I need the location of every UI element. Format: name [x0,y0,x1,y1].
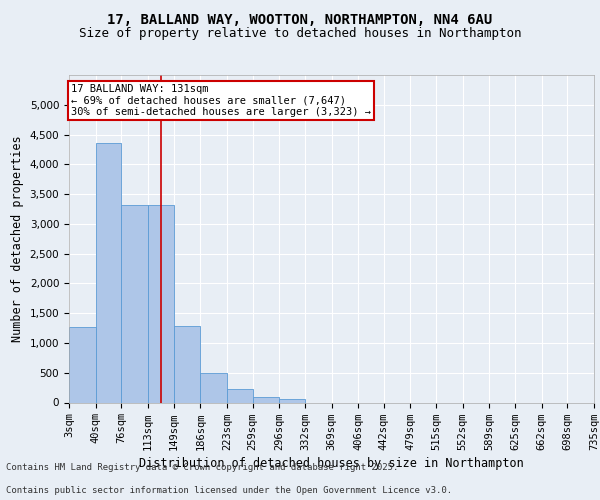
Bar [253,397,279,402]
Bar [121,206,148,402]
Bar [200,374,227,402]
Bar [227,390,253,402]
Bar [279,399,305,402]
Text: Contains HM Land Registry data © Crown copyright and database right 2025.: Contains HM Land Registry data © Crown c… [6,464,398,472]
Text: 17 BALLAND WAY: 131sqm
← 69% of detached houses are smaller (7,647)
30% of semi-: 17 BALLAND WAY: 131sqm ← 69% of detached… [71,84,371,117]
Text: Contains public sector information licensed under the Open Government Licence v3: Contains public sector information licen… [6,486,452,495]
Y-axis label: Number of detached properties: Number of detached properties [11,136,24,342]
Text: 17, BALLAND WAY, WOOTTON, NORTHAMPTON, NN4 6AU: 17, BALLAND WAY, WOOTTON, NORTHAMPTON, N… [107,12,493,26]
Text: Size of property relative to detached houses in Northampton: Size of property relative to detached ho… [79,28,521,40]
Bar [69,327,95,402]
Bar [174,326,200,402]
Bar [148,206,174,402]
X-axis label: Distribution of detached houses by size in Northampton: Distribution of detached houses by size … [139,456,524,469]
Bar [95,144,121,402]
